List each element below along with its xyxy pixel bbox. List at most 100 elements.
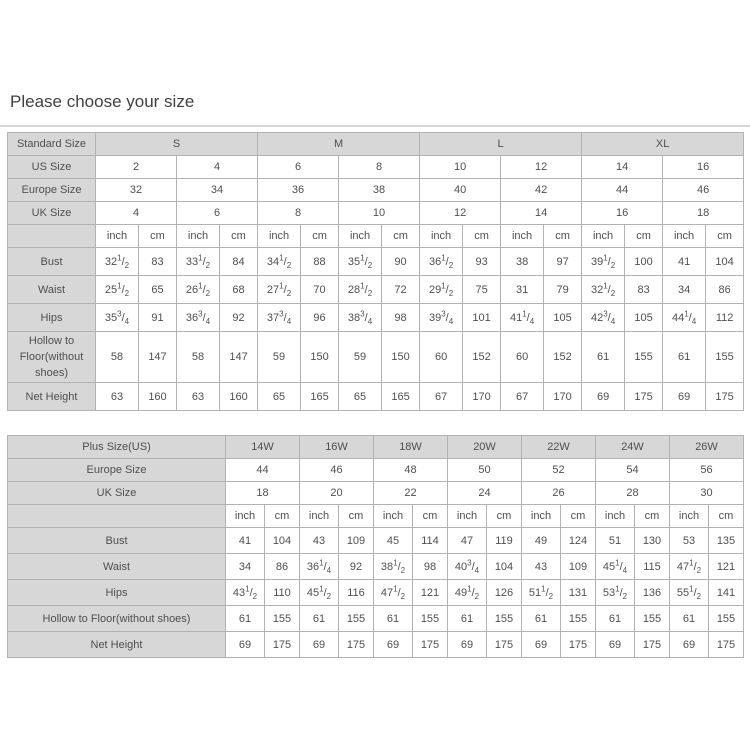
measurement-row: Waist 251/2 65 261/2 68 271/2 70 281/2 72 291/2 75… — [7, 275, 745, 304]
plus-size-table: Plus Size(US) 14W 16W 18W 20W 22W 24W 26W Europe… — [7, 435, 744, 658]
measurement-cell: 155 — [560, 605, 596, 632]
measurement-cell: 59 — [257, 331, 302, 383]
measurement-cell: 363/4 — [176, 303, 220, 332]
measurement-cell: 112 — [705, 303, 745, 332]
measurement-cell: 351/2 — [338, 247, 383, 276]
size-system-label: Plus Size(US) — [7, 435, 226, 459]
measurement-cell: 261/2 — [176, 275, 220, 304]
measurement-cell: 393/4 — [419, 303, 464, 332]
measurement-cell: 141 — [708, 579, 744, 606]
measurement-cell: 124 — [560, 527, 596, 554]
unit-cell: inch — [373, 504, 413, 528]
unit-cell: inch — [521, 504, 561, 528]
measurement-cell: 72 — [381, 275, 421, 304]
measurement-cell: 63 — [95, 382, 139, 411]
measurement-cell: 69 — [521, 631, 561, 658]
measurement-cell: 175 — [705, 382, 745, 411]
size-value-cell: 38 — [338, 178, 421, 202]
row-label: Waist — [7, 553, 226, 580]
measurement-cell: 471/2 — [373, 579, 413, 606]
measurement-cell: 150 — [300, 331, 340, 383]
row-label: Bust — [7, 527, 226, 554]
row-label: Europe Size — [7, 178, 96, 202]
measurement-cell: 531/2 — [595, 579, 635, 606]
size-value-cell: 18 — [225, 481, 300, 505]
size-value-cell: 50 — [447, 458, 522, 482]
size-group-header: 14W — [225, 435, 300, 459]
measurement-cell: 281/2 — [338, 275, 383, 304]
size-value-cell: 16 — [581, 201, 664, 225]
measurement-cell: 43 — [299, 527, 339, 554]
size-value-cell: 56 — [669, 458, 744, 482]
measurement-cell: 441/4 — [662, 303, 707, 332]
measurement-cell: 165 — [381, 382, 421, 411]
measurement-cell: 175 — [624, 382, 664, 411]
measurement-cell: 321/2 — [581, 275, 626, 304]
measurement-cell: 69 — [373, 631, 413, 658]
measurement-cell: 175 — [486, 631, 522, 658]
size-value-cell: 8 — [257, 201, 340, 225]
unit-cell: inch — [447, 504, 487, 528]
measurement-cell: 155 — [486, 605, 522, 632]
unit-row: inch cm inch cm inch cm inch cm inch cm inch cm inch… — [7, 504, 744, 528]
measurement-cell: 83 — [138, 247, 177, 276]
measurement-cell: 135 — [708, 527, 744, 554]
measurement-cell: 175 — [412, 631, 448, 658]
measurement-cell: 69 — [447, 631, 487, 658]
row-label: Europe Size — [7, 458, 226, 482]
size-value-cell: 46 — [662, 178, 745, 202]
measurement-cell: 155 — [705, 331, 745, 383]
size-value-cell: 34 — [175, 178, 259, 202]
size-group-header: 18W — [373, 435, 448, 459]
measurement-cell: 471/2 — [669, 553, 709, 580]
measurement-cell: 160 — [138, 382, 177, 411]
measurement-cell: 61 — [595, 605, 635, 632]
measurement-cell: 67 — [419, 382, 464, 411]
measurement-cell: 84 — [218, 247, 259, 276]
measurement-cell: 175 — [264, 631, 300, 658]
measurement-row: Net Height 69 175 69 175 69 175 69 175 69 175 69 175… — [7, 631, 744, 658]
measurement-cell: 58 — [95, 331, 139, 383]
measurement-cell: 38 — [500, 247, 545, 276]
unit-cell: inch — [581, 224, 626, 248]
measurement-row: Hollow to Floor(without shoes) 61 155 61 155… — [7, 605, 744, 632]
measurement-cell: 43 — [521, 553, 561, 580]
measurement-cell: 511/2 — [521, 579, 561, 606]
measurement-cell: 353/4 — [95, 303, 139, 332]
measurement-cell: 49 — [521, 527, 561, 554]
measurement-cell: 61 — [225, 605, 265, 632]
measurement-cell: 130 — [634, 527, 670, 554]
size-system-label: Standard Size — [7, 132, 96, 156]
measurement-cell: 97 — [543, 247, 583, 276]
size-value-cell: 14 — [500, 201, 583, 225]
measurement-cell: 79 — [543, 275, 583, 304]
unit-row-spacer — [7, 224, 96, 248]
measurement-cell: 170 — [462, 382, 502, 411]
size-group-header: 22W — [521, 435, 596, 459]
unit-cell: cm — [708, 504, 744, 528]
size-conversion-row: UK Size 18 20 22 24 26 28 30 — [7, 481, 744, 505]
measurement-cell: 93 — [462, 247, 502, 276]
unit-cell: cm — [543, 224, 583, 248]
measurement-cell: 116 — [338, 579, 374, 606]
measurement-cell: 170 — [543, 382, 583, 411]
size-value-cell: 2 — [95, 155, 177, 179]
measurement-cell: 92 — [218, 303, 259, 332]
unit-cell: inch — [176, 224, 220, 248]
measurement-cell: 31 — [500, 275, 545, 304]
size-value-cell: 4 — [175, 155, 259, 179]
size-value-cell: 44 — [225, 458, 300, 482]
size-value-cell: 48 — [373, 458, 448, 482]
size-value-cell: 12 — [500, 155, 583, 179]
measurement-row: Net Height 63 160 63 160 65 165 65 165 67 170 67 170… — [7, 382, 745, 411]
measurement-cell: 155 — [338, 605, 374, 632]
measurement-cell: 68 — [218, 275, 259, 304]
measurement-cell: 100 — [624, 247, 664, 276]
measurement-cell: 34 — [662, 275, 707, 304]
unit-cell: cm — [412, 504, 448, 528]
measurement-cell: 361/4 — [299, 553, 339, 580]
measurement-cell: 34 — [225, 553, 265, 580]
measurement-cell: 92 — [338, 553, 374, 580]
size-value-cell: 22 — [373, 481, 448, 505]
measurement-cell: 403/4 — [447, 553, 487, 580]
